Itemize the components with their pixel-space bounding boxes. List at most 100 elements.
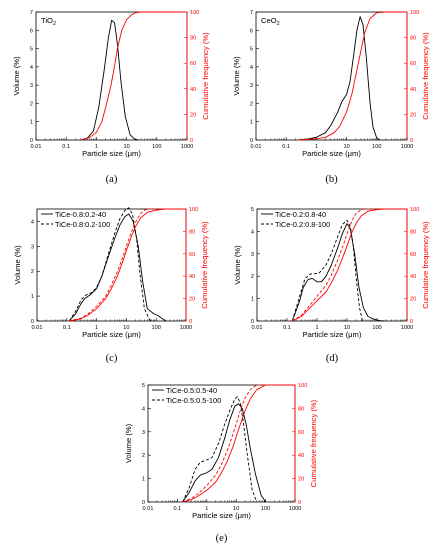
y2-tick-label: 60: [190, 61, 196, 67]
x-tick-label: 1000: [289, 506, 301, 512]
x-tick-label: 100: [261, 506, 270, 512]
cumulative-curve-dashed: [69, 208, 186, 322]
cumulative-curve-dashed: [292, 208, 407, 322]
x-tick-label: 10: [343, 144, 349, 150]
y2-tick-label: 60: [410, 61, 416, 67]
x-tick-label: 100: [372, 144, 381, 150]
y2-tick-label: 100: [189, 207, 198, 213]
x-tick-label: 1: [315, 325, 318, 331]
y-tick-label: 3: [251, 252, 254, 258]
y-tick-label: 1: [31, 294, 34, 300]
y2-tick-label: 60: [298, 430, 304, 436]
y2-axis-title: Cumulative frequency (%): [200, 221, 209, 309]
panel-caption: (e): [216, 533, 228, 544]
y2-tick-label: 80: [189, 229, 195, 235]
y2-tick-label: 100: [410, 207, 419, 213]
y2-axis-title: Cumulative frequency (%): [421, 32, 430, 120]
y2-tick-label: 0: [190, 138, 193, 144]
panel-d: 0.01 0.1 1 10 100 1000012345020406080100Parti…: [233, 207, 430, 364]
cumulative-curve-solid: [292, 208, 407, 322]
x-tick-label: 10: [344, 325, 350, 331]
y-tick-label: 4: [142, 406, 145, 412]
volume-curve-solid: [298, 16, 381, 141]
x-tick-label: 0.1: [282, 144, 290, 150]
y-tick-label: 6: [250, 28, 253, 34]
x-tick-label: 1: [95, 144, 98, 150]
y-tick-label: 1: [30, 120, 33, 126]
y-tick-label: 7: [250, 10, 253, 16]
x-tick-label: 0.01: [31, 144, 42, 150]
y-tick-label: 1: [142, 477, 145, 483]
y2-tick-label: 80: [298, 406, 304, 412]
y2-tick-label: 20: [190, 112, 196, 118]
x-tick-label: 10: [233, 506, 239, 512]
cumulative-curve-solid: [69, 208, 186, 322]
y-tick-label: 6: [30, 28, 33, 34]
y2-tick-label: 100: [298, 383, 307, 389]
y2-tick-label: 60: [410, 252, 416, 258]
legend-label: TiCe-0.2:0.8-40: [275, 210, 326, 219]
x-tick-label: 0.01: [252, 325, 263, 331]
y2-tick-label: 60: [189, 252, 195, 258]
y-tick-label: 2: [142, 453, 145, 459]
y2-tick-label: 80: [410, 229, 416, 235]
legend-label: TiCe-0.5:0.5-40: [166, 386, 217, 395]
y-tick-label: 2: [250, 101, 253, 107]
y-tick-label: 3: [250, 83, 253, 89]
x-axis-title: Particle size (μm): [303, 330, 362, 339]
x-tick-label: 0.1: [63, 325, 71, 331]
y2-tick-label: 0: [410, 138, 413, 144]
y2-tick-label: 100: [410, 10, 419, 16]
y-tick-label: 3: [30, 83, 33, 89]
y-axis-title: Volume (%): [233, 245, 242, 285]
y-tick-label: 5: [142, 383, 145, 389]
x-tick-label: 0.1: [62, 144, 70, 150]
x-tick-label: 0.01: [143, 506, 154, 512]
legend-label: TiCe-0.2:0.8-100: [275, 220, 330, 229]
panel-caption: (b): [325, 174, 338, 185]
y2-tick-label: 20: [410, 112, 416, 118]
y2-tick-label: 100: [190, 10, 199, 16]
y-tick-label: 3: [31, 244, 34, 250]
volume-curve-solid: [80, 19, 139, 141]
y-tick-label: 5: [250, 47, 253, 53]
y-tick-label: 0: [142, 500, 145, 506]
y-tick-label: 0: [30, 138, 33, 144]
panel-a: 0.01 0.1 1 10 100 100001234567020406080100Par…: [12, 10, 210, 185]
volume-curve-dashed: [182, 396, 258, 503]
volume-curve-solid: [68, 213, 167, 322]
x-tick-label: 1000: [401, 144, 413, 150]
y2-axis-title: Cumulative frequency (%): [201, 32, 210, 120]
y-axis-title: Volume (%): [232, 56, 241, 96]
y-tick-label: 2: [31, 269, 34, 275]
y-tick-label: 4: [31, 219, 34, 225]
volume-curve-solid: [291, 223, 385, 322]
material-label: CeO2: [261, 16, 280, 27]
x-tick-label: 100: [372, 325, 381, 331]
y2-tick-label: 20: [298, 477, 304, 483]
y2-axis-title: Cumulative frequency (%): [309, 399, 318, 487]
panel-b: 0.01 0.1 1 10 100 100001234567020406080100Par…: [232, 10, 430, 185]
y2-axis-title: Cumulative frequency (%): [421, 221, 430, 309]
plot-frame: [255, 11, 408, 141]
y2-tick-label: 0: [189, 319, 192, 325]
y2-tick-label: 40: [298, 453, 304, 459]
x-tick-label: 0.01: [32, 325, 43, 331]
y2-tick-label: 0: [298, 500, 301, 506]
legend-label: TiCe-0.5:0.5-100: [166, 396, 221, 405]
plot-frame: [35, 11, 188, 141]
volume-curve-dashed: [291, 219, 363, 322]
panel-caption: (a): [106, 174, 118, 185]
y-tick-label: 0: [31, 319, 34, 325]
y-axis-title: Volume (%): [124, 423, 133, 463]
y-tick-label: 0: [251, 319, 254, 325]
x-tick-label: 1000: [180, 325, 192, 331]
x-axis-title: Particle size (μm): [302, 149, 361, 158]
y-axis-title: Volume (%): [12, 56, 21, 96]
y2-tick-label: 20: [189, 297, 195, 303]
x-tick-label: 1000: [401, 325, 413, 331]
y-tick-label: 4: [250, 65, 253, 71]
y2-tick-label: 40: [410, 274, 416, 280]
x-axis-title: Particle size (μm): [82, 149, 141, 158]
y-tick-label: 3: [142, 430, 145, 436]
